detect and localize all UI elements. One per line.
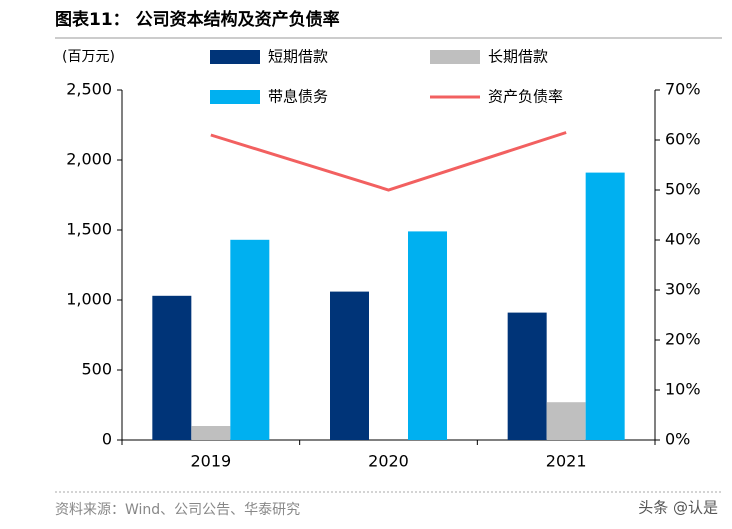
- bar: [546, 402, 586, 440]
- x-tick-label: 2020: [368, 452, 409, 471]
- y2-tick-label: 10%: [665, 380, 701, 399]
- y-tick-label: 1,500: [66, 220, 112, 239]
- bar: [408, 231, 447, 440]
- bar: [230, 239, 270, 440]
- y2-tick-label: 70%: [665, 80, 701, 99]
- y-tick-label: 1,000: [66, 290, 112, 309]
- bar: [585, 172, 625, 440]
- legend-swatch: [210, 50, 260, 64]
- y-axis-unit: (百万元): [62, 49, 115, 65]
- legend-label: 长期借款: [488, 48, 548, 66]
- line: [210, 131, 567, 192]
- x-tick-label: 2019: [190, 452, 231, 471]
- legend-swatch: [210, 90, 260, 104]
- watermark: 头条 @认是: [638, 499, 718, 517]
- y-tick-label: 2,500: [66, 80, 112, 99]
- bar: [152, 295, 192, 440]
- y-tick-label: 500: [81, 360, 112, 379]
- legend-label: 短期借款: [268, 48, 328, 66]
- y2-tick-label: 40%: [665, 230, 701, 249]
- source-note: 资料来源：Wind、公司公告、华泰研究: [55, 502, 300, 518]
- y2-tick-label: 30%: [665, 280, 701, 299]
- bar: [330, 291, 369, 440]
- x-tick-label: 2021: [546, 452, 587, 471]
- bar: [507, 312, 547, 440]
- legend-swatch: [430, 50, 480, 64]
- y-tick-label: 2,000: [66, 150, 112, 169]
- y-tick-label: 0: [102, 430, 112, 449]
- chart-title: 图表11： 公司资本结构及资产负债率: [55, 9, 340, 30]
- bar: [191, 426, 231, 440]
- legend-label: 资产负债率: [488, 88, 563, 106]
- y2-tick-label: 60%: [665, 130, 701, 149]
- y2-tick-label: 0%: [665, 430, 690, 449]
- y2-tick-label: 50%: [665, 180, 701, 199]
- y2-tick-label: 20%: [665, 330, 701, 349]
- legend-label: 带息债务: [268, 88, 328, 106]
